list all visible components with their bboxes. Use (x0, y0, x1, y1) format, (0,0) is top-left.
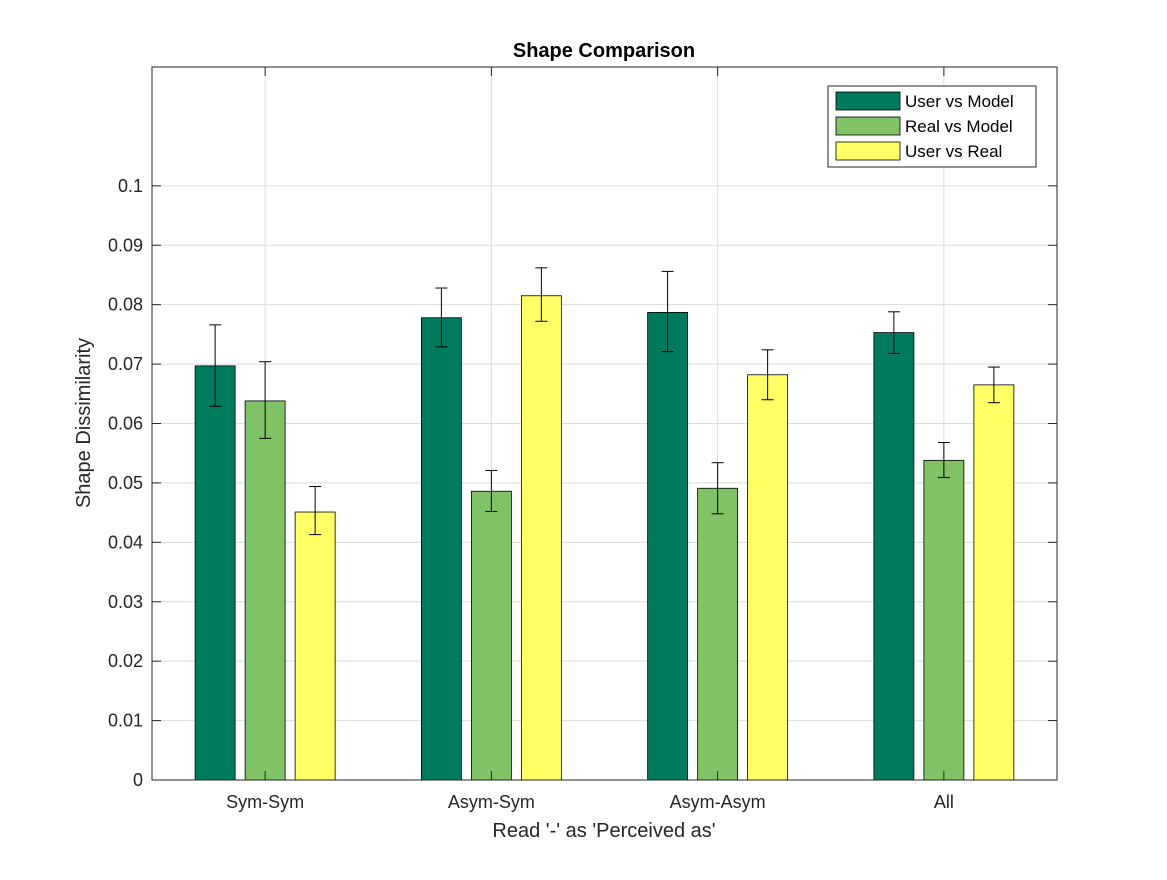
x-tick-label-sym-sym: Sym-Sym (226, 792, 304, 812)
bar-user-vs-real-sym-sym (294, 511, 336, 781)
axis-ticks: 0 0.01 0.02 0.03 0.04 0.05 0.06 0.07 0.08 0.09 0.1… (108, 67, 1057, 812)
legend-swatch-real-vs-model (835, 116, 901, 136)
y-tick-label: 0.06 (108, 414, 143, 434)
bar-user-vs-model-all (873, 332, 915, 781)
error-bars (209, 267, 1000, 536)
legend-label-user-vs-real: User vs Real (905, 142, 1002, 161)
legend: User vs Model Real vs Model User vs Real (827, 85, 1037, 168)
bar-user-vs-real-asym-sym (520, 295, 562, 781)
bar-user-vs-real-asym-asym (747, 374, 789, 781)
x-tick-label-asym-sym: Asym-Sym (448, 792, 535, 812)
y-tick-label: 0.01 (108, 711, 143, 731)
y-axis-label: Shape Dissimilarity (73, 338, 95, 508)
bar-real-vs-model-all (923, 459, 965, 781)
y-tick-label: 0.09 (108, 235, 143, 255)
x-axis-label: Read '-' as 'Perceived as' (492, 820, 715, 842)
y-tick-label: 0.07 (108, 354, 143, 374)
bar-user-vs-real-all (973, 384, 1015, 781)
bar-real-vs-model-asym-asym (697, 487, 739, 781)
bar-user-vs-model-sym-sym (194, 365, 236, 781)
legend-swatch-user-vs-model (835, 91, 901, 111)
y-tick-label: 0.02 (108, 651, 143, 671)
y-tick-label: 0.08 (108, 295, 143, 315)
bar-real-vs-model-asym-sym (470, 490, 512, 781)
x-tick-label-asym-asym: Asym-Asym (670, 792, 766, 812)
bar-user-vs-model-asym-sym (420, 317, 462, 781)
y-tick-label: 0.05 (108, 473, 143, 493)
y-tick-label: 0.03 (108, 592, 143, 612)
bar-real-vs-model-sym-sym (244, 400, 286, 781)
bar-user-vs-model-asym-asym (647, 311, 689, 781)
y-tick-label: 0.1 (118, 176, 143, 196)
legend-label-real-vs-model: Real vs Model (905, 117, 1013, 136)
chart-title: Shape Comparison (513, 40, 695, 62)
x-tick-label-all: All (934, 792, 954, 812)
y-tick-label: 0 (133, 770, 143, 790)
legend-label-user-vs-model: User vs Model (905, 92, 1014, 111)
y-tick-label: 0.04 (108, 532, 143, 552)
bars (194, 295, 1015, 781)
legend-swatch-user-vs-real (835, 141, 901, 161)
